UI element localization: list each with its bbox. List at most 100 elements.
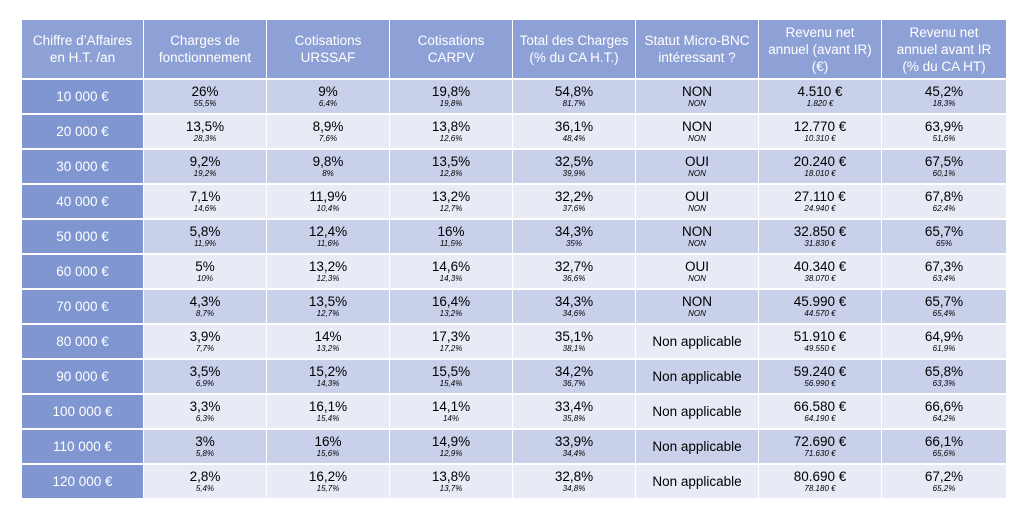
- cell-value: 67,2%: [924, 469, 964, 484]
- cell-value: 63,9%: [924, 119, 964, 134]
- cell-statut: Non applicable: [636, 393, 759, 428]
- cell-subvalue: NON: [688, 274, 706, 283]
- cell-subvalue: 8,7%: [195, 309, 215, 318]
- cell-value: 13,8%: [431, 119, 471, 134]
- cell-total: 32,2% 37,6%: [513, 183, 636, 218]
- cell-charges: 3,9% 7,7%: [144, 323, 267, 358]
- cell-subvalue: 15,4%: [316, 414, 340, 423]
- cell-subvalue: 5,4%: [195, 484, 215, 493]
- cell-ca: 80 000 €: [22, 323, 144, 358]
- cell-subvalue: 34,6%: [562, 309, 586, 318]
- cell-value: 67,8%: [924, 189, 964, 204]
- cell-subvalue: 65,2%: [932, 484, 956, 493]
- cell-value: 3%: [195, 434, 215, 449]
- cell-subvalue: NON: [688, 309, 706, 318]
- header-line: fonctionnement: [158, 50, 252, 65]
- header-ca: Chiffre d’Affaires en H.T. /an: [22, 20, 144, 78]
- cell-value: 54,8%: [554, 84, 594, 99]
- cell-ca: 40 000 €: [22, 183, 144, 218]
- cell-value: 36,1%: [554, 119, 594, 134]
- table-wrapper: Chiffre d’Affaires en H.T. /an Charges de f…: [22, 20, 1006, 498]
- header-line: Total des Charges: [519, 33, 629, 48]
- cell-carpv: 16% 11,5%: [390, 218, 513, 253]
- cell-statut: NON NON: [636, 113, 759, 148]
- cell-ca: 50 000 €: [22, 218, 144, 253]
- cell-subvalue: 12,7%: [439, 204, 463, 213]
- cell-value: OUI: [684, 259, 709, 274]
- cell-charges: 5% 10%: [144, 253, 267, 288]
- cell-subvalue: 10,4%: [316, 204, 340, 213]
- header-revenu-pct: Revenu net annuel avant IR (% du CA HT): [882, 20, 1006, 78]
- cell-subvalue: 44.570 €: [804, 309, 836, 318]
- cell-carpv: 13,2% 12,7%: [390, 183, 513, 218]
- cell-subvalue: 12,3%: [316, 274, 340, 283]
- table-row: 120 000 €2,8% 5,4% 16,2% 15,7% 13,8% 13,7% 32,…: [22, 463, 1006, 498]
- cell-value: 40.340 €: [793, 259, 847, 274]
- cell-value: 4.510 €: [797, 84, 843, 99]
- cell-total: 32,5% 39,9%: [513, 148, 636, 183]
- header-line: en H.T. /an: [49, 50, 116, 65]
- cell-subvalue: 11,5%: [439, 239, 463, 248]
- table-row: 60 000 €5% 10% 13,2% 12,3% 14,6% 14,3% 32,7% 36…: [22, 253, 1006, 288]
- cell-revenu: 27.110 €24.940 €: [759, 183, 882, 218]
- cell-urssaf: 9% 6,4%: [267, 78, 390, 113]
- cell-revenu-pct: 66,6% 64,2%: [882, 393, 1006, 428]
- cell-subvalue: 11,6%: [316, 239, 340, 248]
- cell-revenu-pct: 64,9% 61,9%: [882, 323, 1006, 358]
- cell-revenu: 72.690 €71.630 €: [759, 428, 882, 463]
- cell-revenu-pct: 67,2% 65,2%: [882, 463, 1006, 498]
- cell-subvalue: 31.830 €: [804, 239, 836, 248]
- cell-statut: OUI NON: [636, 253, 759, 288]
- cell-value: 13,5%: [308, 294, 348, 309]
- table-row: 30 000 €9,2% 19,2% 9,8% 8% 13,5% 12,8% 32,5% 39…: [22, 148, 1006, 183]
- cell-value: 3,5%: [189, 364, 221, 379]
- header-line: CARPV: [427, 50, 475, 65]
- header-line: intéressant ?: [658, 50, 736, 65]
- cell-subvalue: 12,9%: [439, 449, 463, 458]
- cell-value: 14%: [314, 329, 342, 344]
- table-row: 100 000 €3,3% 6,3% 16,1% 15,4% 14,1% 14% 33,4%…: [22, 393, 1006, 428]
- cell-subvalue: 62,4%: [932, 204, 956, 213]
- cell-urssaf: 8,9% 7,6%: [267, 113, 390, 148]
- cell-ca: 110 000 €: [22, 428, 144, 463]
- cell-value: 7,1%: [189, 189, 221, 204]
- cell-subvalue: 19,8%: [439, 99, 463, 108]
- cell-value: Non applicable: [652, 333, 742, 349]
- cell-subvalue: 7,7%: [195, 344, 215, 353]
- header-line: URSSAF: [300, 50, 356, 65]
- cell-value: 51.910 €: [793, 329, 847, 344]
- table-row: 80 000 €3,9% 7,7% 14% 13,2% 17,3% 17,2% 35,1% 3…: [22, 323, 1006, 358]
- cell-revenu-pct: 67,3% 63,4%: [882, 253, 1006, 288]
- cell-subvalue: 34,4%: [562, 449, 586, 458]
- header-charges: Charges de fonctionnement: [144, 20, 267, 78]
- cell-urssaf: 15,2% 14,3%: [267, 358, 390, 393]
- cell-subvalue: 15,4%: [439, 379, 463, 388]
- cell-urssaf: 11,9% 10,4%: [267, 183, 390, 218]
- cell-subvalue: 17,2%: [439, 344, 463, 353]
- cell-subvalue: 14,6%: [193, 204, 217, 213]
- cell-carpv: 13,5% 12,8%: [390, 148, 513, 183]
- cell-carpv: 13,8% 13,7%: [390, 463, 513, 498]
- cell-statut: OUI NON: [636, 183, 759, 218]
- cell-value: 32.850 €: [793, 224, 847, 239]
- cell-subvalue: 56.990 €: [804, 379, 836, 388]
- cell-value: 16,2%: [308, 469, 348, 484]
- cell-value: 66,6%: [924, 399, 964, 414]
- cell-subvalue: 36,7%: [562, 379, 586, 388]
- cell-value: NON: [682, 224, 712, 239]
- cell-ca: 20 000 €: [22, 113, 144, 148]
- cell-statut: NON NON: [636, 78, 759, 113]
- cell-value: 35,1%: [554, 329, 594, 344]
- header-line: Statut Micro-BNC: [644, 33, 750, 48]
- cell-subvalue: 65,4%: [932, 309, 956, 318]
- header-line: Revenu net: [909, 24, 979, 40]
- cell-subvalue: 35%: [565, 239, 582, 248]
- header-total: Total des Charges (% du CA H.T.): [513, 20, 636, 78]
- cell-subvalue: 13,7%: [439, 484, 463, 493]
- cell-statut: Non applicable: [636, 463, 759, 498]
- cell-value: 9,2%: [189, 154, 221, 169]
- cell-statut: Non applicable: [636, 428, 759, 463]
- cell-value: 9,8%: [312, 154, 344, 169]
- cell-value: 34,3%: [554, 294, 594, 309]
- cell-revenu: 32.850 €31.830 €: [759, 218, 882, 253]
